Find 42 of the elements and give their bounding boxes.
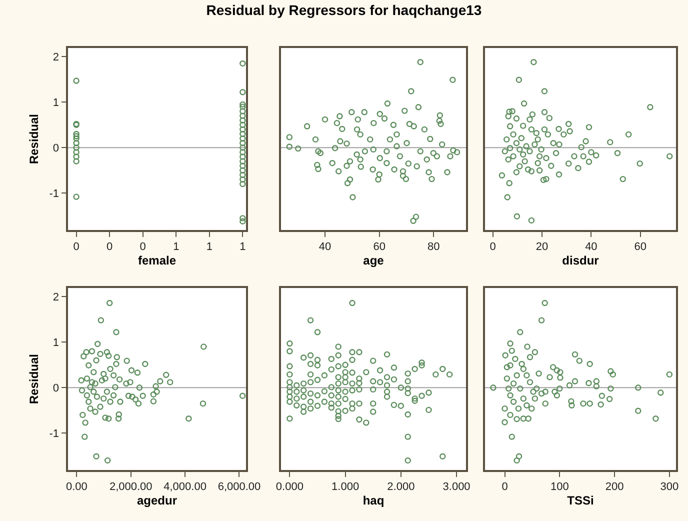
x-tick-label: 1	[240, 240, 246, 253]
x-tick-label: 0	[73, 240, 80, 253]
x-axis-title: age	[363, 253, 384, 268]
y-tick-label: 2	[52, 51, 60, 64]
x-tick-label: 0.00	[66, 480, 88, 493]
x-tick-label: 1	[173, 240, 180, 253]
x-tick-label: 4,000.00	[164, 480, 206, 493]
x-tick-label: 0	[140, 240, 146, 253]
y-tick-label: 2	[52, 291, 60, 304]
x-tick-label: 0.000	[276, 480, 304, 493]
x-axis-title: haq	[362, 493, 384, 508]
y-axis-title: Residual	[27, 354, 42, 404]
x-tick-label: 0	[490, 240, 496, 253]
y-tick-label: -1	[49, 428, 60, 440]
y-axis-title: Residual	[27, 114, 42, 164]
y-tick-label: 0	[52, 382, 60, 394]
x-tick-label: 20	[536, 240, 548, 253]
x-tick-label: 40	[318, 240, 332, 253]
x-tick-label: 200	[605, 480, 624, 493]
x-tick-label: 300	[660, 480, 679, 493]
x-tick-label: 80	[428, 240, 440, 253]
x-tick-label: 1.000	[332, 480, 360, 493]
x-tick-label: 40	[585, 240, 598, 253]
x-tick-label: 0	[106, 240, 113, 253]
x-tick-label: 3.000	[442, 480, 470, 493]
y-tick-label: -1	[49, 188, 60, 200]
x-tick-label: 2.000	[387, 480, 415, 493]
x-axis-title: agedur	[136, 493, 178, 508]
y-tick-label: 0	[52, 142, 60, 154]
y-tick-label: 1	[52, 337, 60, 349]
x-tick-label: 2,000.00	[109, 480, 152, 493]
x-tick-label: 100	[550, 480, 569, 493]
x-tick-label: 1	[206, 240, 212, 253]
x-tick-label: 6,000.00	[218, 480, 261, 493]
x-axis-title: female	[138, 253, 176, 268]
x-axis-title: TSSi	[567, 493, 594, 508]
x-axis-title: disdur	[562, 253, 600, 268]
text: Residual by Regressors for haqchange13	[205, 2, 483, 18]
x-tick-label: 60	[373, 240, 386, 253]
x-tick-label: 0	[502, 480, 508, 493]
y-tick-label: 1	[52, 97, 60, 109]
x-tick-label: 60	[634, 240, 646, 253]
